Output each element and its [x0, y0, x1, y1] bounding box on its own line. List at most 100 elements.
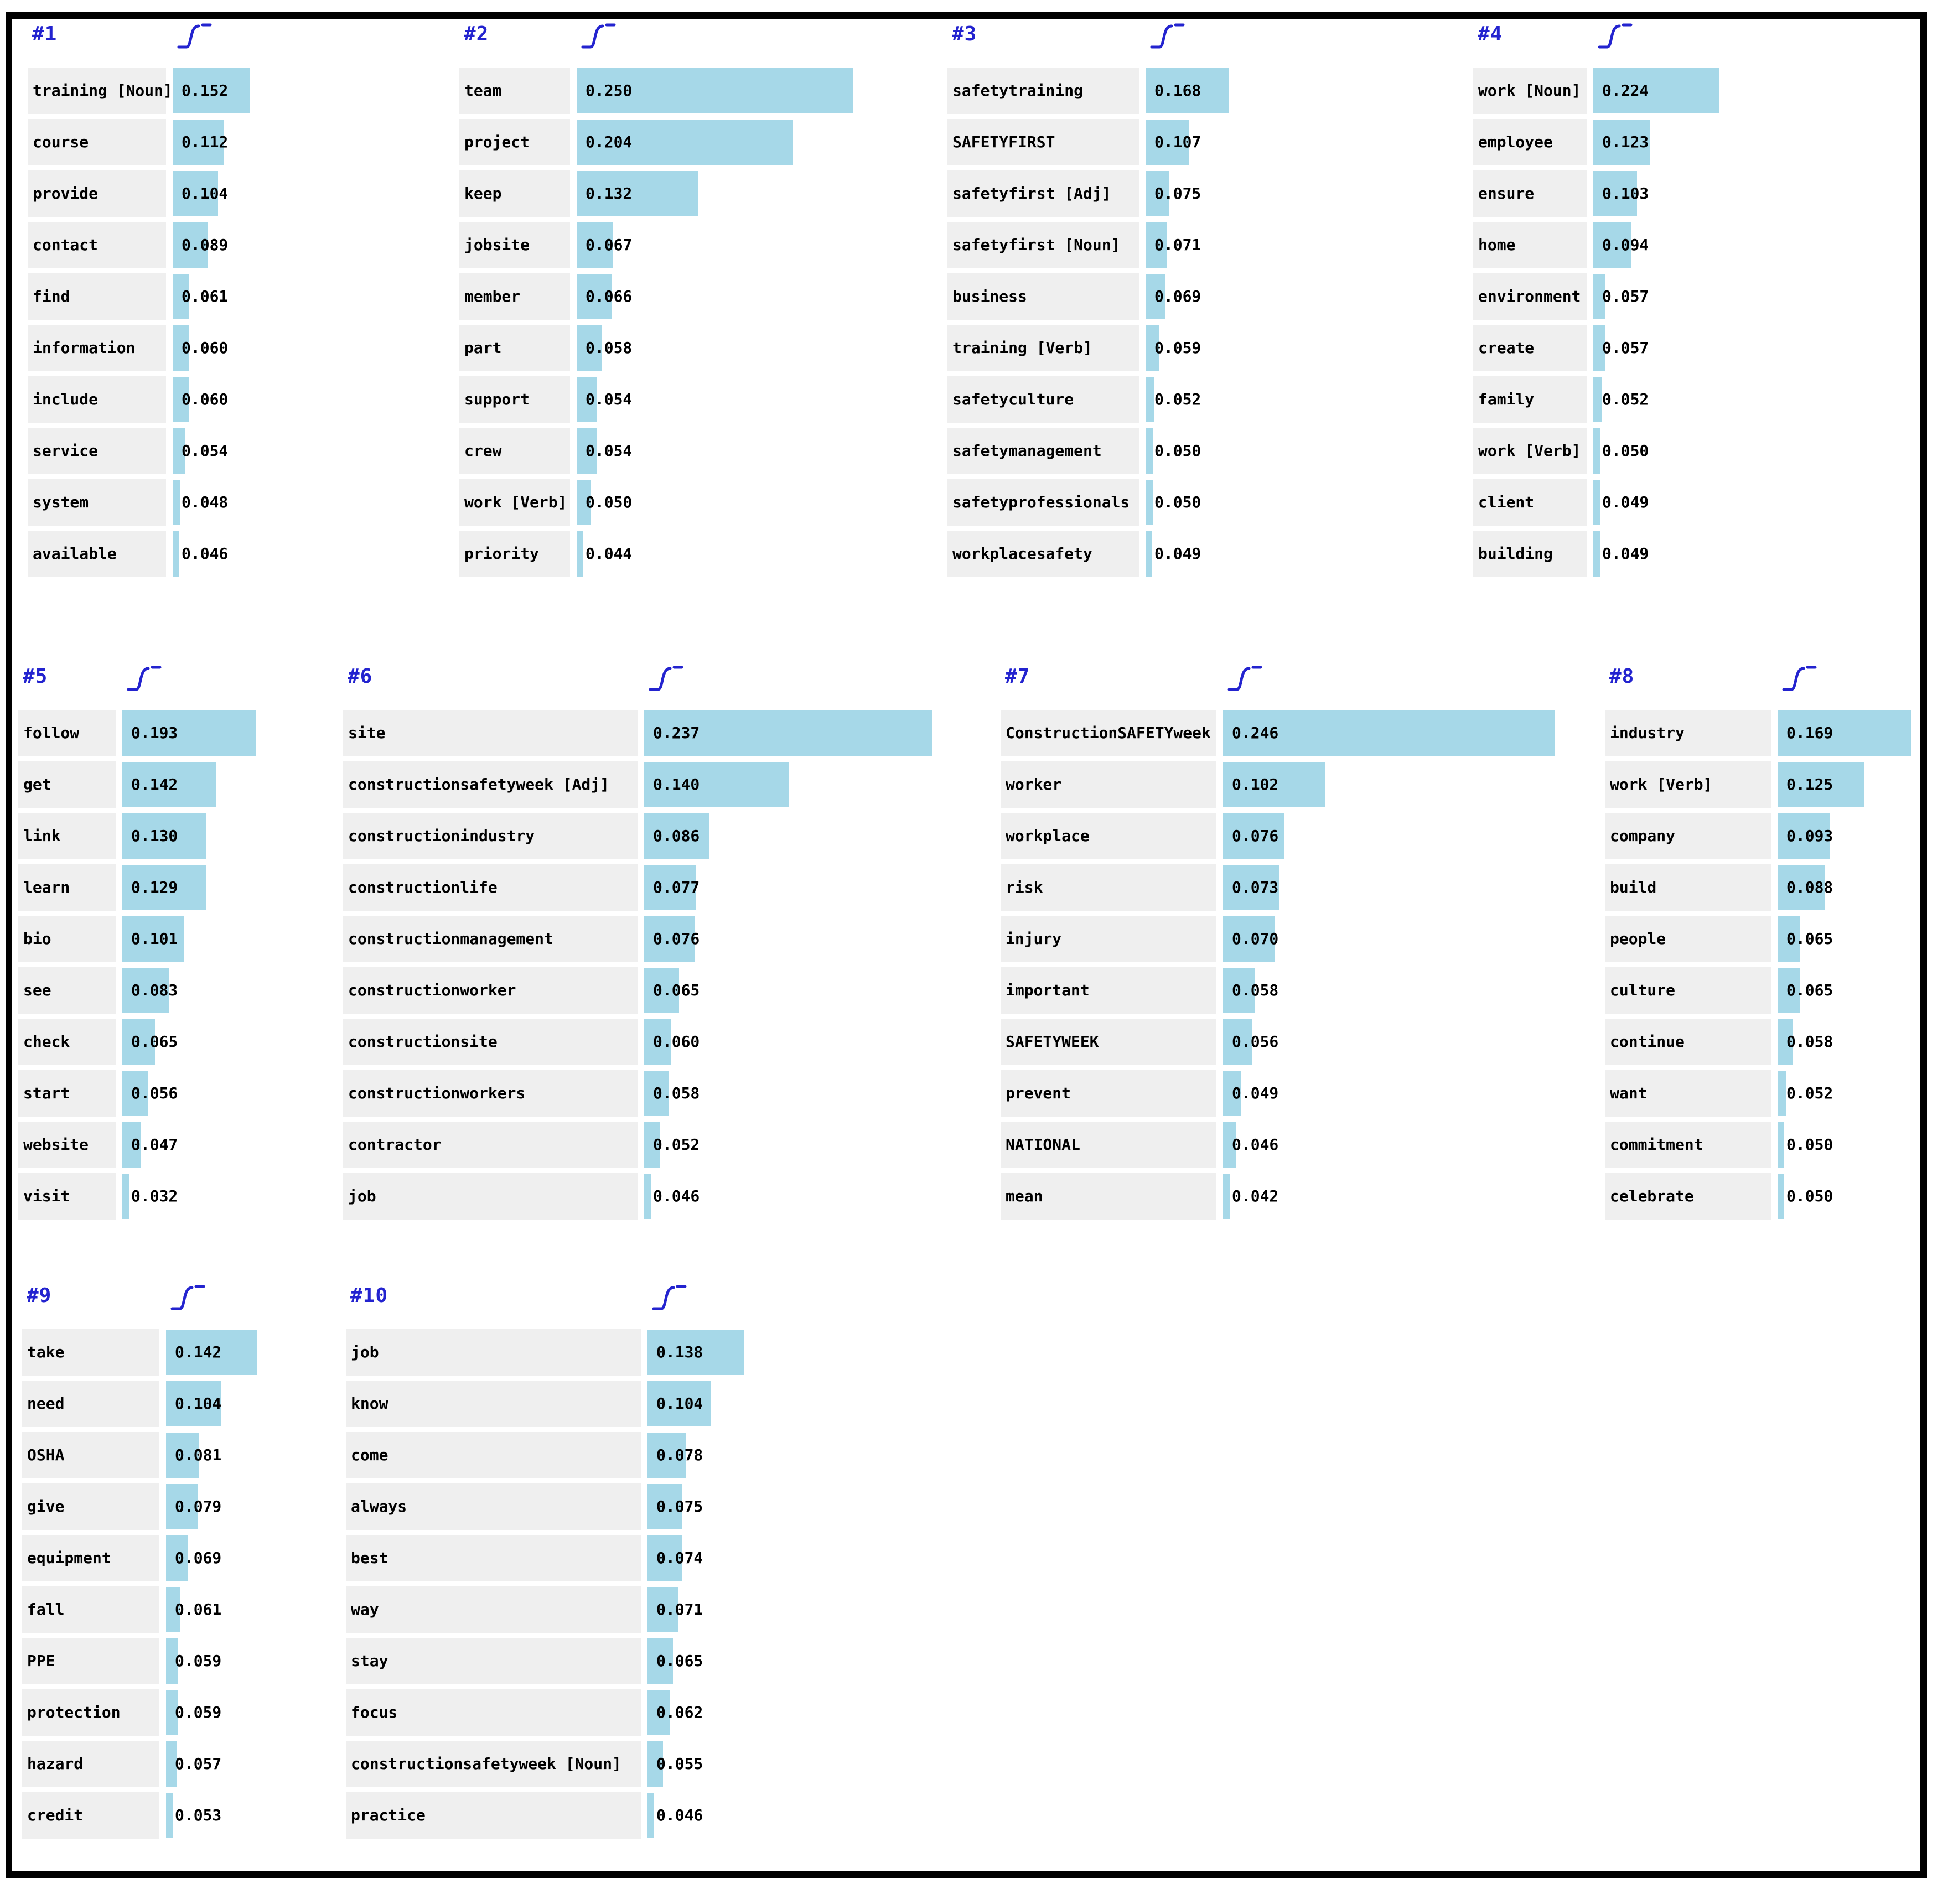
value-label: 0.075 [656, 1497, 703, 1516]
value-bar [577, 120, 793, 165]
keyword-row: find 0.061 [28, 273, 277, 320]
value-label: 0.049 [1602, 544, 1649, 563]
value-label: 0.237 [653, 724, 700, 742]
value-label: 0.048 [182, 493, 229, 511]
value-label: 0.042 [1232, 1187, 1279, 1205]
keyword-cell: give [22, 1483, 159, 1530]
sigmoid-curve-icon [647, 663, 686, 697]
value-bar [166, 1330, 257, 1375]
keyword-cell: safetyculture [947, 376, 1139, 423]
topic-header: #1 [28, 22, 277, 68]
keyword-cell: always [346, 1483, 641, 1530]
keyword-cell: available [28, 531, 166, 577]
value-bar [173, 274, 189, 319]
keyword-row: check 0.065 [18, 1019, 283, 1065]
value-label: 0.060 [182, 390, 229, 408]
keyword-row: constructionworkers 0.058 [343, 1070, 959, 1117]
topic-header: #8 [1605, 665, 1938, 710]
value-bar [644, 916, 695, 962]
keyword-cell: celebrate [1605, 1173, 1771, 1220]
value-bar [1223, 916, 1275, 962]
keyword-cell: find [28, 273, 166, 320]
keyword-row: start 0.056 [18, 1070, 283, 1117]
keyword-cell: environment [1473, 273, 1587, 320]
value-label: 0.130 [131, 827, 178, 845]
keyword-row: risk 0.073 [1001, 864, 1582, 911]
value-label: 0.142 [175, 1343, 222, 1361]
keyword-row: work [Verb] 0.050 [459, 479, 880, 526]
value-bar [166, 1587, 180, 1632]
topic-number: #3 [952, 23, 977, 45]
value-bar [577, 325, 602, 371]
value-label: 0.069 [175, 1549, 222, 1567]
value-bar [166, 1690, 178, 1735]
value-bar [647, 1433, 686, 1478]
value-label: 0.093 [1786, 827, 1833, 845]
keyword-row: worker 0.102 [1001, 761, 1582, 808]
value-bar [173, 480, 180, 525]
value-label: 0.060 [653, 1033, 700, 1051]
value-label: 0.049 [1154, 544, 1201, 563]
value-label: 0.046 [182, 544, 229, 563]
keyword-row: constructionindustry 0.086 [343, 813, 959, 859]
value-label: 0.086 [653, 827, 700, 845]
value-label: 0.055 [656, 1755, 703, 1773]
topic-block: #9 take 0.142 need 0.104 OSHA 0.081 give 0.079 eq… [22, 1284, 284, 1844]
value-label: 0.047 [131, 1135, 178, 1154]
value-label: 0.061 [182, 287, 229, 305]
value-bar [644, 1019, 671, 1065]
keyword-cell: bio [18, 916, 116, 962]
keyword-cell: client [1473, 479, 1587, 526]
keyword-row: protection 0.059 [22, 1689, 284, 1736]
keyword-cell: credit [22, 1792, 159, 1839]
value-label: 0.129 [131, 878, 178, 896]
keyword-cell: course [28, 119, 166, 165]
keyword-cell: PPE [22, 1638, 159, 1684]
topic-block: #1 training [Noun] 0.152 course 0.112 provide… [28, 22, 277, 582]
keyword-row: take 0.142 [22, 1329, 284, 1376]
keyword-row: commitment 0.050 [1605, 1122, 1938, 1168]
value-bar [173, 120, 224, 165]
keyword-cell: constructionlife [343, 864, 638, 911]
value-label: 0.050 [1786, 1187, 1833, 1205]
keyword-cell: training [Noun] [28, 68, 173, 114]
value-label: 0.078 [656, 1446, 703, 1464]
value-label: 0.054 [586, 390, 633, 408]
value-bar [647, 1330, 744, 1375]
value-bar [577, 274, 612, 319]
keyword-cell: focus [346, 1689, 641, 1736]
value-bar [647, 1381, 711, 1426]
keyword-cell: contact [28, 222, 166, 268]
value-label: 0.125 [1786, 775, 1833, 793]
value-label: 0.193 [131, 724, 178, 742]
value-label: 0.104 [175, 1394, 222, 1413]
keyword-row: job 0.046 [343, 1173, 959, 1220]
keyword-cell: work [Verb] [1473, 428, 1587, 474]
value-bar [1778, 916, 1800, 962]
keyword-row: business 0.069 [947, 273, 1255, 320]
value-bar [1593, 68, 1719, 113]
value-bar [577, 68, 853, 113]
value-bar [644, 1071, 669, 1116]
keyword-cell: take [22, 1329, 159, 1376]
value-label: 0.142 [131, 775, 178, 793]
keyword-row: focus 0.062 [346, 1689, 771, 1736]
keyword-row: system 0.048 [28, 479, 277, 526]
value-bar [1223, 813, 1284, 859]
value-label: 0.224 [1602, 81, 1649, 100]
value-label: 0.204 [586, 133, 633, 151]
topic-number: #2 [464, 23, 489, 45]
value-label: 0.123 [1602, 133, 1649, 151]
keyword-cell: include [28, 376, 166, 423]
value-bar [1146, 120, 1189, 165]
topic-number: #6 [348, 665, 373, 688]
value-bar [122, 813, 206, 859]
value-bar [1778, 710, 1911, 756]
topic-block: #8 industry 0.169 work [Verb] 0.125 company 0.… [1605, 665, 1938, 1225]
value-label: 0.132 [586, 184, 633, 203]
sigmoid-curve-icon [1597, 21, 1635, 54]
keyword-cell: SAFETYWEEK [1001, 1019, 1216, 1065]
keyword-cell: mean [1001, 1173, 1216, 1220]
value-label: 0.070 [1232, 930, 1279, 948]
sigmoid-curve-icon [176, 21, 215, 54]
